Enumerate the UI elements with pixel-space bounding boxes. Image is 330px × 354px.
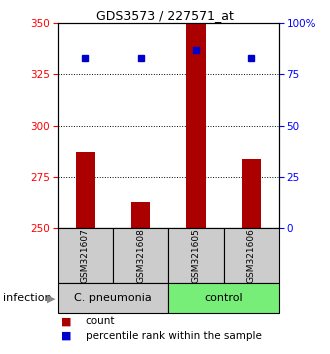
Text: GDS3573 / 227571_at: GDS3573 / 227571_at bbox=[96, 9, 234, 22]
Bar bbox=[113, 228, 168, 283]
Text: GSM321607: GSM321607 bbox=[81, 228, 90, 283]
Bar bbox=[242, 159, 261, 228]
Text: GSM321608: GSM321608 bbox=[136, 228, 145, 283]
Bar bbox=[58, 283, 168, 313]
Bar bbox=[131, 202, 150, 228]
Text: control: control bbox=[204, 293, 243, 303]
Text: percentile rank within the sample: percentile rank within the sample bbox=[86, 331, 262, 341]
Text: GSM321606: GSM321606 bbox=[247, 228, 256, 283]
Bar bbox=[58, 228, 113, 283]
Text: count: count bbox=[86, 316, 115, 326]
Text: C. pneumonia: C. pneumonia bbox=[74, 293, 152, 303]
Text: ■: ■ bbox=[61, 331, 72, 341]
Text: GSM321605: GSM321605 bbox=[191, 228, 200, 283]
Text: infection: infection bbox=[3, 293, 52, 303]
Text: ▶: ▶ bbox=[47, 293, 55, 303]
Bar bbox=[76, 152, 95, 228]
Bar bbox=[168, 283, 279, 313]
Bar bbox=[186, 23, 206, 228]
Bar bbox=[223, 228, 279, 283]
Text: ■: ■ bbox=[61, 316, 72, 326]
Bar bbox=[168, 228, 224, 283]
